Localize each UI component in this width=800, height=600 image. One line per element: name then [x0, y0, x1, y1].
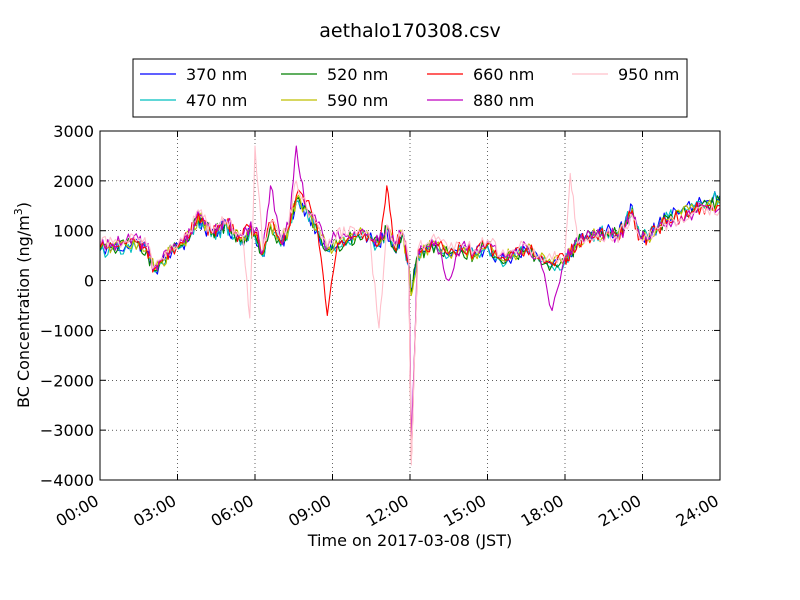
y-tick-label: −4000	[40, 471, 94, 490]
grid-lines	[100, 131, 720, 480]
legend-label: 590 nm	[327, 91, 388, 110]
y-axis-label-main: BC Concentration (ng/m	[14, 215, 33, 408]
y-tick-label: 2000	[53, 172, 94, 191]
y-tick-label: 1000	[53, 222, 94, 241]
axis-ticks	[99, 130, 721, 481]
legend-label: 660 nm	[473, 65, 534, 84]
y-tick-labels: −4000 −3000 −2000 −1000 0 1000 2000 3000	[40, 122, 94, 490]
series-line-520-nm	[99, 195, 721, 293]
y-tick-label: −3000	[40, 421, 94, 440]
y-tick-label: −1000	[40, 321, 94, 340]
x-axis-label: Time on 2017-03-08 (JST)	[307, 531, 512, 550]
series-line-950-nm	[99, 145, 721, 466]
legend: 370 nm 470 nm 520 nm 590 nm 660 nm 880 nm 950 …	[132, 58, 688, 118]
y-axis-label-superscript: 3	[12, 208, 25, 215]
chart-title: aethalo170308.csv	[319, 20, 501, 42]
y-tick-label: −2000	[40, 371, 94, 390]
y-tick-label: 0	[84, 272, 94, 291]
series-line-660-nm	[99, 185, 721, 461]
legend-box	[132, 58, 688, 118]
legend-label: 520 nm	[327, 65, 388, 84]
legend-label: 880 nm	[473, 91, 534, 110]
legend-label: 950 nm	[618, 65, 679, 84]
y-axis-label-close: )	[14, 202, 33, 208]
series-lines	[99, 145, 721, 466]
legend-label: 470 nm	[186, 91, 247, 110]
legend-label: 370 nm	[186, 65, 247, 84]
y-tick-label: 3000	[53, 122, 94, 141]
y-axis-label: BC Concentration (ng/m3)	[12, 202, 33, 408]
